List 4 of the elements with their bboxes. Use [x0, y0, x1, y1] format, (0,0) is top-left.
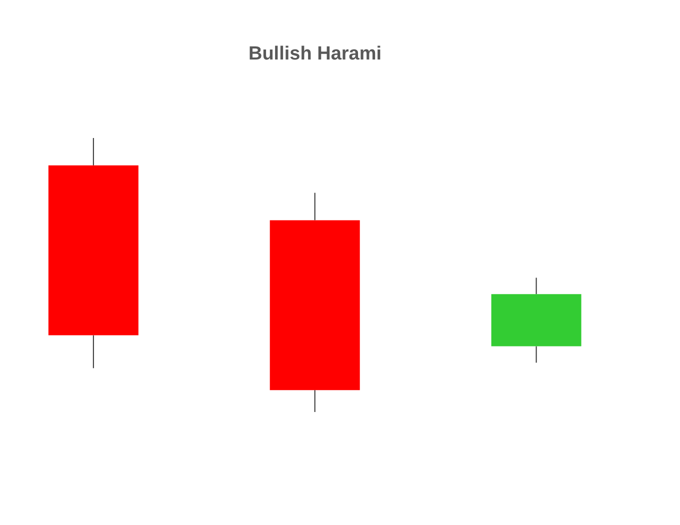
candlestick: [491, 277, 582, 364]
candlestick: [270, 192, 360, 412]
chart-title: Bullish Harami: [248, 44, 382, 64]
candlestick: [48, 138, 138, 369]
